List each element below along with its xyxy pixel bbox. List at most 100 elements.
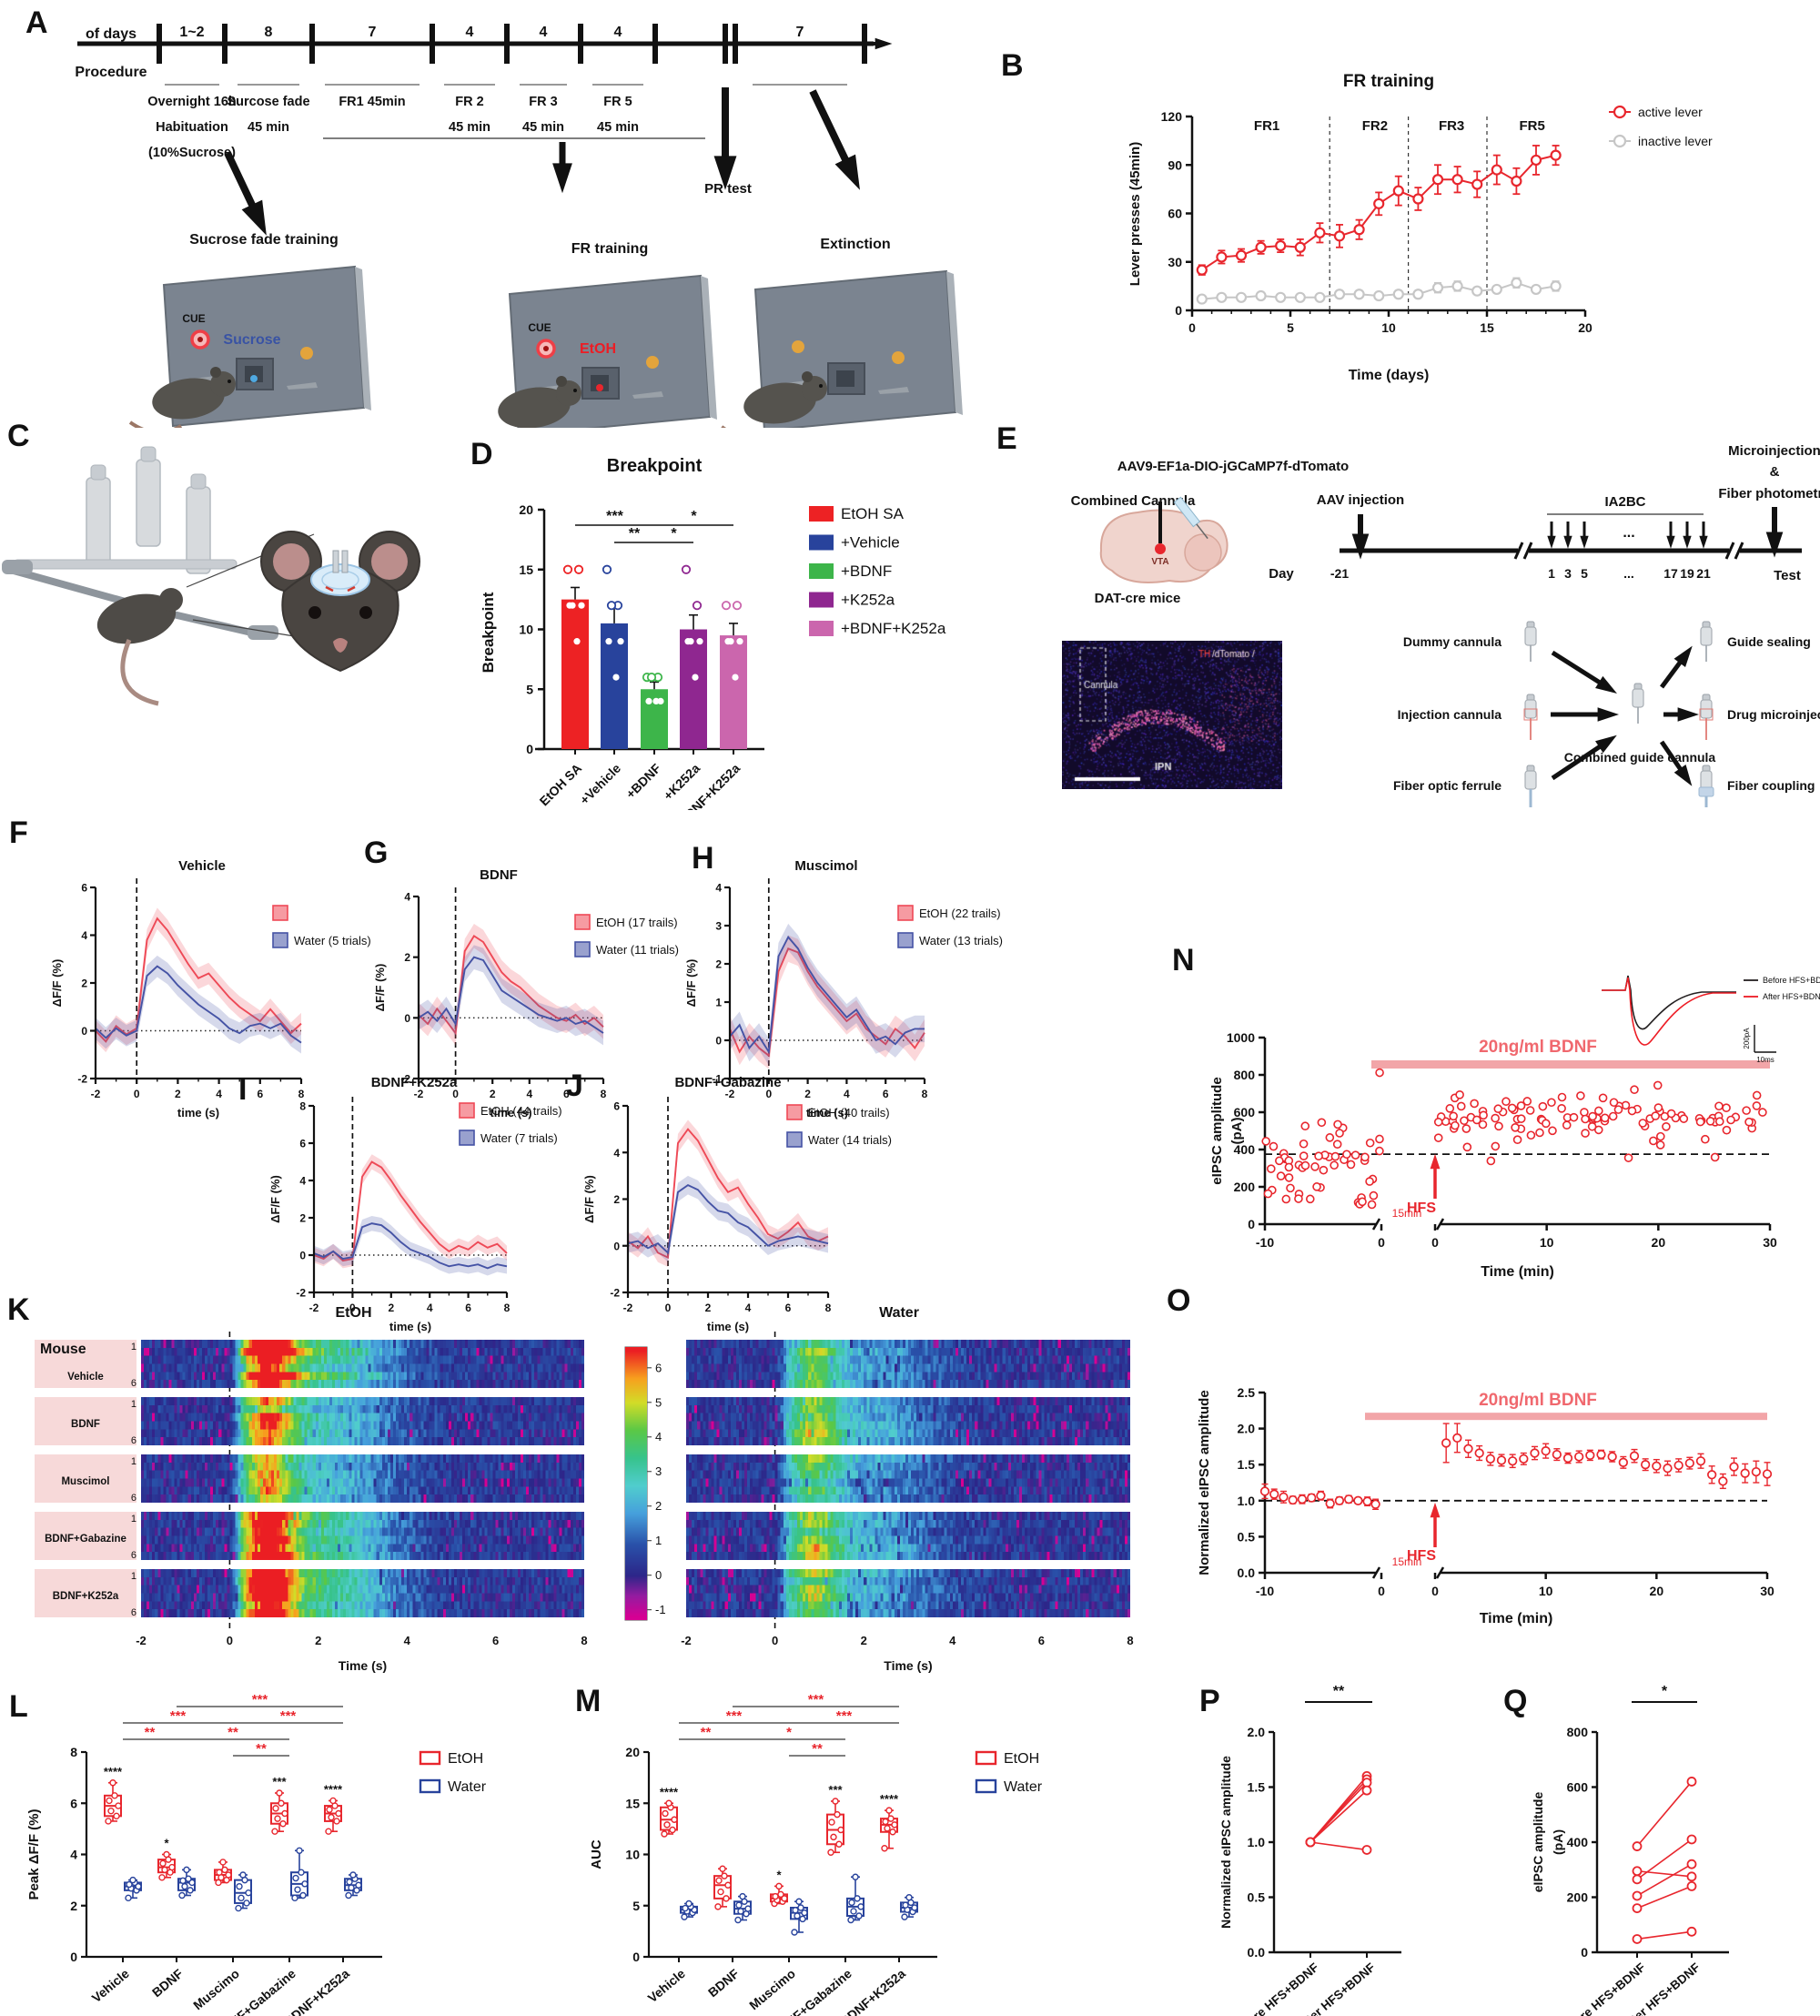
svg-text:***: *** [272,1775,287,1788]
svg-text:Procedure: Procedure [75,65,147,80]
svg-text:-21: -21 [1330,566,1349,581]
svg-text:0: 0 [765,1088,772,1100]
svg-text:Microinjection: Microinjection [1728,443,1820,459]
legend-item: Water (5 trials) [272,932,371,948]
svg-text:8: 8 [298,1088,305,1100]
svg-text:Water: Water [448,1779,487,1795]
box [157,1850,176,1881]
bar-+BDNF+K252a [720,601,747,749]
svg-text:20ng/ml BDNF: 20ng/ml BDNF [1479,1391,1597,1410]
svg-text:10: 10 [1381,320,1396,335]
heatmap-EtOH-Muscimol [141,1454,584,1503]
svg-text:*: * [776,1868,782,1881]
svg-text:BDNF+Gabazine: BDNF+Gabazine [45,1534,126,1545]
svg-text:2.5: 2.5 [1238,1385,1256,1400]
eipsc-scatter-points [1261,1068,1767,1210]
svg-text:0: 0 [1431,1235,1439,1250]
svg-text:120: 120 [1161,109,1183,124]
svg-text:ΔF/F (%): ΔF/F (%) [684,959,698,1008]
svg-text:6: 6 [257,1088,263,1100]
svg-text:10: 10 [1539,1584,1553,1598]
svg-text:*: * [671,526,677,542]
svg-text:4: 4 [526,1088,532,1100]
svg-text:BDNF+K252a: BDNF+K252a [53,1591,119,1602]
normalized-eipsc-points [1259,1423,1773,1511]
svg-text:Combined Cannula: Combined Cannula [1071,493,1196,509]
svg-text:Fiber photometry: Fiber photometry [1718,486,1820,501]
svg-text:2: 2 [388,1302,394,1314]
svg-text:8: 8 [1127,1634,1133,1647]
svg-text:Water: Water [879,1305,919,1321]
svg-text:-2: -2 [725,1088,735,1100]
svg-text:+Vehicle: +Vehicle [577,761,623,807]
box [770,1882,788,1908]
legend-item: active lever [1609,105,1703,119]
svg-text:4: 4 [540,25,548,40]
svg-text:EtOH (22 trails): EtOH (22 trails) [919,907,1001,920]
svg-text:-1: -1 [655,1603,666,1616]
box [290,1847,308,1902]
operant-chamber [721,269,963,428]
svg-text:-2: -2 [623,1302,633,1314]
svg-text:1: 1 [655,1534,662,1547]
svg-text:(pA): (pA) [1229,1118,1245,1145]
svg-text:0: 0 [81,1025,87,1038]
svg-text:6: 6 [465,1302,471,1314]
svg-text:2: 2 [715,958,722,971]
svg-text:600: 600 [1234,1105,1256,1119]
svg-text:HFS: HFS [1407,1548,1436,1564]
etoh-trace [627,1119,829,1267]
svg-text:200: 200 [1234,1180,1256,1194]
svg-text:6: 6 [563,1088,570,1100]
panel-label-c: C [7,419,30,453]
svg-text:6: 6 [299,1138,306,1150]
heatmap-Water-BDNF [686,1397,1130,1445]
svg-text:15min: 15min [1392,1555,1422,1568]
svg-text:5: 5 [1287,320,1294,335]
svg-text:3: 3 [1564,566,1572,581]
coupling-cannula-icon [1698,765,1714,807]
svg-text:Normalized eIPSC amplitude: Normalized eIPSC amplitude [1197,1390,1212,1575]
svg-text:FR3: FR3 [1439,118,1464,134]
svg-text:Peak ΔF/F (%): Peak ΔF/F (%) [26,1809,42,1900]
svg-text:6: 6 [883,1088,889,1100]
svg-text:BDNF: BDNF [71,1419,100,1430]
svg-text:21: 21 [1696,566,1711,581]
svg-text:2: 2 [705,1302,712,1314]
svg-text:2: 2 [861,1634,867,1647]
svg-text:8: 8 [825,1302,832,1314]
svg-text:CUE: CUE [182,312,205,325]
svg-text:***: *** [726,1708,743,1724]
svg-text:30: 30 [1763,1235,1777,1250]
bar-+K252a [680,564,707,749]
svg-text:Habituation: Habituation [156,120,228,135]
svg-text:Breakpoint: Breakpoint [607,456,703,476]
svg-text:Time (s): Time (s) [339,1658,387,1673]
svg-text:4: 4 [404,1634,411,1647]
box [660,1799,678,1838]
legend-item: Water (13 trials) [897,932,1003,948]
svg-text:1.5: 1.5 [1238,1457,1256,1472]
svg-text:FR1: FR1 [1254,118,1279,134]
svg-text:Water (5 trials): Water (5 trials) [294,934,371,947]
svg-text:FR 2: FR 2 [455,95,483,109]
svg-text:1: 1 [715,997,722,1009]
svg-text:Muscimo: Muscimo [190,1966,242,2012]
stereotax-mouse-illustration [2,446,420,706]
svg-text:Lever presses (45min): Lever presses (45min) [1127,142,1143,286]
legend-item: Water [419,1778,487,1795]
fr-training-chart: FR training Time (days) Lever presses (45m… [1127,72,1713,383]
svg-text:6: 6 [785,1302,792,1314]
svg-text:FR5: FR5 [1520,118,1545,134]
svg-text:4: 4 [216,1088,222,1100]
heatmap-Water-Muscimol [686,1454,1130,1503]
svg-text:**: ** [629,526,641,542]
svg-text:0: 0 [655,1568,662,1582]
svg-text:-2: -2 [610,1287,620,1300]
svg-text:ΔF/F (%): ΔF/F (%) [373,964,387,1012]
svg-text:Injection cannula: Injection cannula [1398,707,1502,722]
